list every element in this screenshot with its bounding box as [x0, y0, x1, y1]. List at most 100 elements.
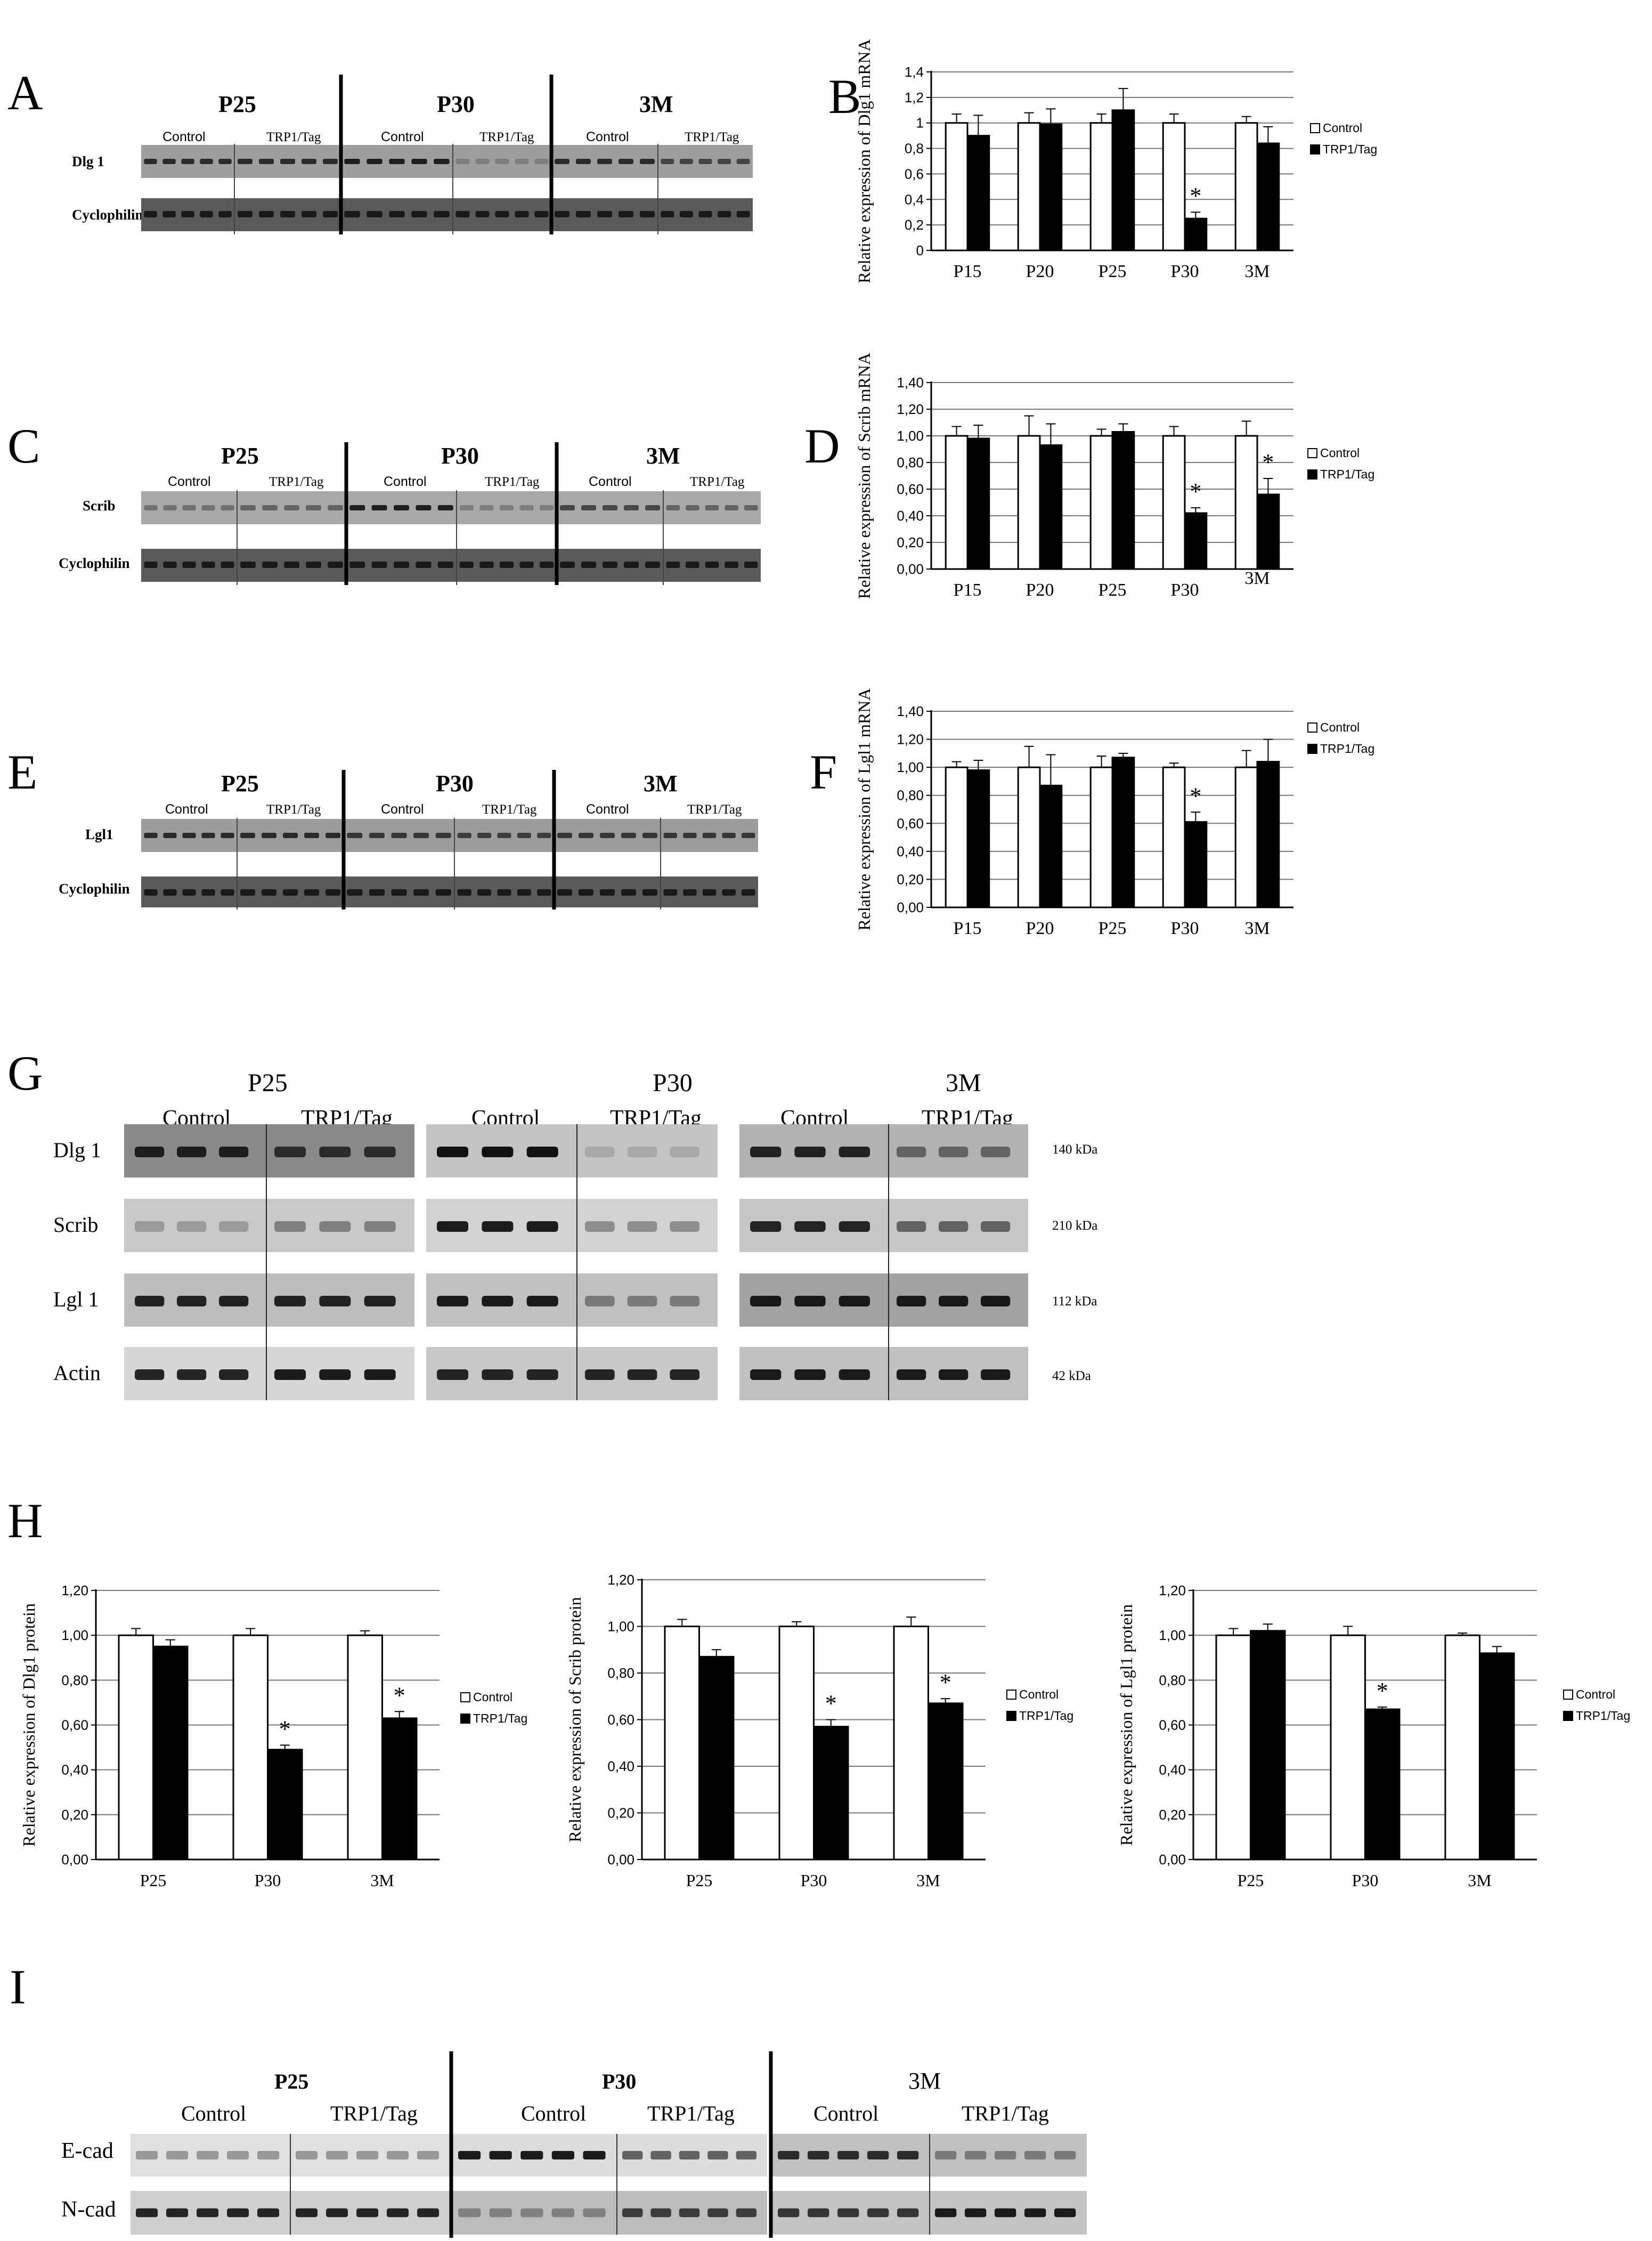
- gel-band: [744, 562, 758, 568]
- gel-band: [497, 833, 511, 838]
- gel-band: [1054, 2208, 1076, 2218]
- gel-band: [741, 889, 755, 896]
- row-label-cyclophilin: Cyclophilin: [59, 881, 130, 897]
- gel-panel-c: P25 P30 3M Control TRP1/Tag Control TRP1…: [59, 442, 761, 585]
- significance-marker: *: [825, 1691, 837, 1717]
- gel-band: [622, 2208, 643, 2218]
- blot-band: [274, 1221, 306, 1232]
- gel-band: [837, 2208, 859, 2218]
- blot-group: [124, 1124, 1028, 1400]
- y-tick-label: 1,20: [1159, 1582, 1186, 1598]
- gel-band: [534, 211, 549, 217]
- legend-label: Control: [1019, 1687, 1059, 1701]
- legend-label: Control: [1320, 720, 1360, 734]
- gel-band: [328, 505, 343, 510]
- blot-band: [219, 1296, 249, 1306]
- x-tick-label: P20: [1026, 262, 1054, 281]
- y-tick-label: 0,60: [1159, 1717, 1186, 1733]
- gel-band: [495, 211, 509, 217]
- blot-band: [364, 1296, 396, 1306]
- bar: [1039, 784, 1063, 908]
- gel-band: [705, 562, 719, 568]
- y-tick-label: 1,20: [607, 1572, 634, 1588]
- gel-band: [201, 889, 215, 896]
- group-label-control: Control: [381, 802, 424, 817]
- chart-f: 0,00 0,20 0,40 0,60 0,80 1,00 1,20 1,40 P15 P20 P2…: [855, 688, 1374, 938]
- y-tick-label: 1,00: [607, 1619, 634, 1635]
- gel-band: [221, 889, 234, 896]
- y-tick-label: 0,6: [905, 166, 924, 182]
- y-tick-label: 1,00: [897, 759, 924, 775]
- chart-h-dlg1: 0,00 0,20 0,40 0,60 0,80 1,00 1,20 P25 * P30 * 3M Re…: [19, 1582, 527, 1890]
- x-tick-label: P25: [1098, 919, 1127, 938]
- gel-band: [475, 211, 490, 217]
- legend-label: TRP1/Tag: [1320, 742, 1374, 756]
- gel-band: [515, 211, 529, 217]
- blot-band: [585, 1221, 615, 1232]
- x-tick-label: P15: [954, 919, 982, 938]
- gel-band: [698, 211, 712, 217]
- blot-band: [750, 1221, 782, 1232]
- blot-band: [750, 1147, 782, 1157]
- bar: [1234, 766, 1258, 908]
- gel-band: [389, 159, 405, 164]
- gel-band: [645, 562, 660, 568]
- legend-swatch: [1563, 1711, 1573, 1721]
- gel-band: [718, 159, 731, 164]
- legend-label: TRP1/Tag: [1019, 1709, 1073, 1723]
- blot-strip: [739, 1273, 1028, 1327]
- gel-band: [218, 159, 232, 164]
- gel-band: [600, 889, 615, 896]
- gel-band: [325, 833, 340, 838]
- row-label-lgl1: Lgl 1: [53, 1287, 99, 1311]
- y-tick-label: 1,20: [61, 1582, 88, 1598]
- panel-letter-c: C: [7, 419, 40, 473]
- gel-band: [736, 211, 750, 217]
- gel-band: [411, 159, 427, 164]
- gel-band: [722, 833, 736, 838]
- gel-band: [367, 211, 383, 217]
- gel-band: [666, 505, 680, 510]
- gel-band: [221, 562, 234, 568]
- gel-band: [808, 2208, 829, 2218]
- blot-band: [585, 1296, 615, 1306]
- panel-letter-f: F: [810, 745, 837, 799]
- y-tick-label: 0,80: [1159, 1672, 1186, 1688]
- bar: [267, 1749, 303, 1861]
- gel-band: [328, 562, 343, 568]
- y-tick-label: 0,60: [61, 1717, 88, 1733]
- gel-band: [162, 159, 176, 164]
- blot-band: [135, 1369, 165, 1380]
- bar: [152, 1645, 189, 1861]
- y-tick-label: 1,40: [897, 375, 924, 391]
- gel-band: [640, 159, 655, 164]
- bar: [1184, 821, 1208, 908]
- gel-band: [867, 2151, 889, 2159]
- gel-band: [551, 2208, 574, 2218]
- size-label: 210 kDa: [1052, 1219, 1097, 1233]
- panel-letter-h: H: [7, 1493, 43, 1548]
- bar: [945, 435, 969, 570]
- gel-band: [144, 159, 157, 164]
- stage-label-p30: P30: [436, 770, 474, 797]
- significance-marker: *: [1190, 183, 1201, 209]
- y-tick-label: 1,20: [897, 401, 924, 417]
- gel-band: [640, 211, 655, 217]
- blot-band: [482, 1369, 514, 1380]
- blot-band: [585, 1147, 615, 1157]
- gel-band: [583, 2151, 606, 2159]
- group-label-control: Control: [813, 2101, 878, 2125]
- gel-band: [197, 2208, 219, 2218]
- y-tick-label: 0,40: [897, 508, 924, 524]
- gel-band: [581, 562, 596, 568]
- y-tick-label: 0,80: [607, 1665, 634, 1681]
- stage-label-p30: P30: [602, 2069, 636, 2093]
- blot-band: [219, 1221, 249, 1232]
- x-tick-label: P20: [1026, 919, 1054, 938]
- gel-band: [200, 159, 213, 164]
- gel-band: [965, 2208, 987, 2218]
- blot-band: [437, 1369, 469, 1380]
- gel-band: [323, 211, 338, 217]
- significance-marker: *: [279, 1716, 291, 1742]
